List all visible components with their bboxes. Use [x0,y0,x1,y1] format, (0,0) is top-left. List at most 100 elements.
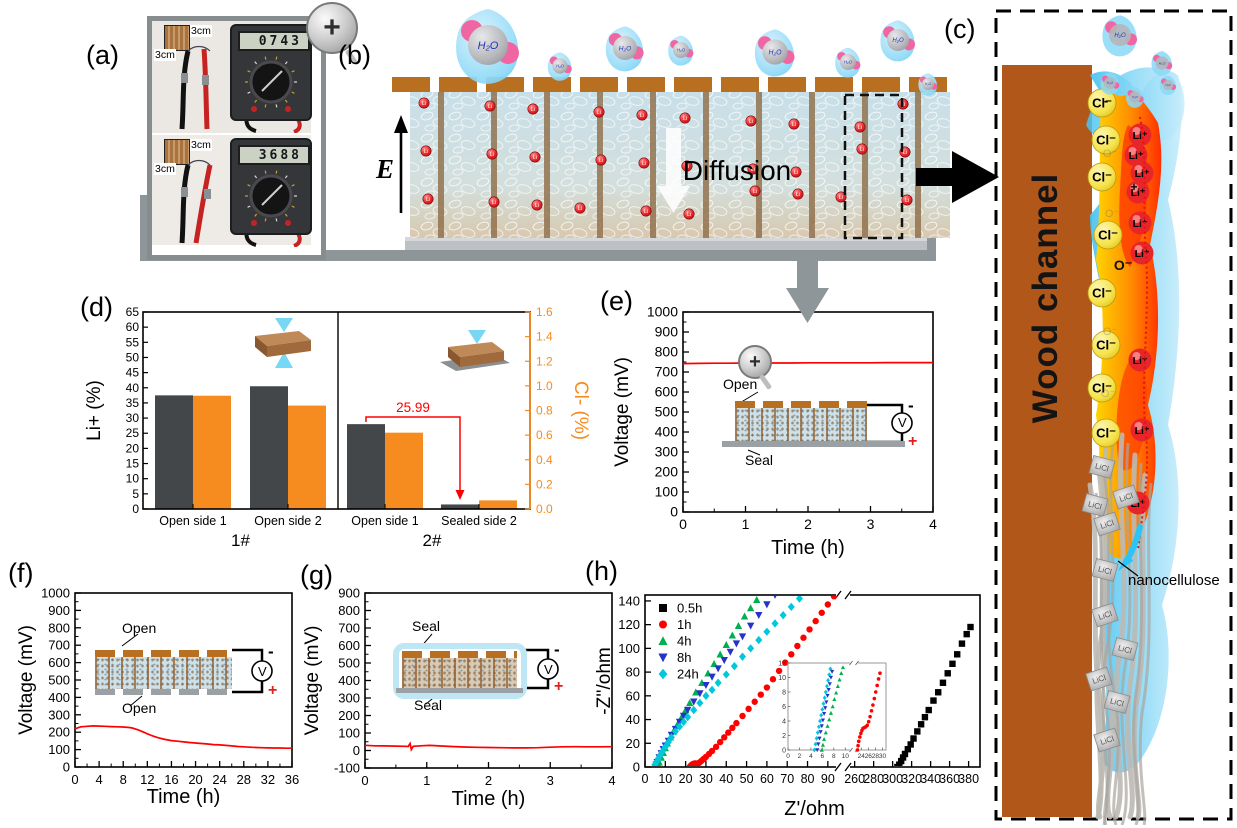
svg-text:Cl⁻: Cl⁻ [1096,426,1116,441]
photo-sealed-sample: 3cm 3cm 3688 [152,135,312,247]
svg-text:340: 340 [920,772,941,786]
open-top-caps [95,650,232,657]
plus-terminal: + [908,433,918,450]
svg-text:40: 40 [719,772,733,786]
svg-text:4: 4 [95,772,102,787]
photo-open-sample: 3cm 3cm 0743 [152,21,312,133]
svg-text:H₂O: H₂O [925,82,932,86]
water-molecule: H₂O [835,47,861,78]
svg-text:900: 900 [48,603,70,618]
svg-text:0: 0 [353,743,360,758]
svg-text:1.2: 1.2 [536,354,553,368]
wood-cell [402,658,517,688]
svg-text:0: 0 [786,753,790,760]
water-molecule: H₂O [1100,72,1120,95]
svg-text:40: 40 [126,381,140,395]
svg-text:0: 0 [63,760,70,775]
svg-text:60: 60 [626,688,640,703]
svg-text:Open side 2: Open side 2 [254,514,321,528]
water-molecule: H₂O [668,35,694,66]
svg-text:50: 50 [126,350,140,364]
svg-text:200: 200 [338,708,360,723]
wood-cap [533,77,571,92]
plus-glyph: + [323,11,341,44]
bar-li [155,395,193,509]
svg-text:1.0: 1.0 [536,379,553,393]
svg-text:Voltage (mV): Voltage (mV) [16,625,37,735]
wood-cell [735,408,867,441]
svg-text:0: 0 [782,747,786,754]
svg-text:900: 900 [338,586,360,601]
svg-text:-Z''/ohm: -Z''/ohm [594,647,615,714]
wood-cap [439,77,477,92]
svg-text:10: 10 [658,772,672,786]
svg-text:60: 60 [760,772,774,786]
svg-text:Open side 1: Open side 1 [159,514,226,528]
svg-text:Li⁺: Li⁺ [1129,150,1144,162]
svg-text:28: 28 [872,753,880,760]
svg-text:24h: 24h [677,667,699,682]
dim-label: 3cm [154,163,176,175]
svg-text:35: 35 [126,396,140,410]
svg-text:H₂O: H₂O [677,48,686,53]
svg-text:Li: Li [905,198,909,204]
multimeter: 0743 [230,24,312,121]
plus-glyph: + [749,350,761,373]
svg-text:55: 55 [126,335,140,349]
meter-symbol: V [544,662,553,677]
multimeter: 3688 [230,138,312,235]
svg-text:8: 8 [782,689,786,696]
seal-plate [396,688,523,693]
plus-terminal: + [268,682,278,699]
svg-text:6: 6 [782,704,786,711]
water-molecule: H₂O [918,73,938,96]
svg-text:0: 0 [71,772,78,787]
svg-text:500: 500 [655,404,679,420]
chloride-ion: Cl⁻ [1087,278,1117,308]
inset-e-wires [737,391,913,456]
licl-crystal: LiCl [1081,492,1109,518]
lithium-ion: Li⁺ [1130,161,1154,185]
svg-text:60: 60 [126,320,140,334]
series-line [74,725,292,750]
svg-text:LiCl: LiCl [1099,518,1115,531]
svg-text:Cl⁻: Cl⁻ [1092,96,1112,111]
svg-text:0: 0 [361,773,368,788]
svg-text:600: 600 [655,384,679,400]
svg-text:1.4: 1.4 [536,330,553,344]
svg-text:100: 100 [48,742,70,757]
lithium-ion: Li⁺ [1128,211,1152,235]
svg-text:4: 4 [809,753,813,760]
svg-text:800: 800 [655,344,679,360]
svg-text:Li: Li [488,104,492,110]
open-bottom-label: Open [122,700,157,716]
water-molecule: H₂O [754,29,795,77]
licl-crystal: LiCl [1103,689,1131,715]
svg-text:Li: Li [903,150,907,156]
bar-li [347,424,385,509]
svg-text:Cl⁻: Cl⁻ [1096,133,1116,148]
water-molecule: H₂O [547,52,572,81]
svg-text:+: + [1130,180,1137,194]
svg-text:O⁻: O⁻ [1103,148,1118,160]
svg-text:20: 20 [626,736,640,751]
chloride-ion: Cl⁻ [1087,162,1117,192]
water-molecule: H₂O [1126,86,1144,108]
plot: Open side 1 Open side 2 Open side 1 Sealed … [84,305,591,550]
svg-text:Li: Li [426,197,430,203]
svg-text:Li⁺: Li⁺ [1135,248,1150,260]
svg-text:20: 20 [188,772,202,787]
licl-crystal: LiCl [1085,666,1113,692]
svg-text:5: 5 [132,487,139,501]
wood-top-caps [402,651,517,658]
licl-crystal: LiCl [1112,484,1140,510]
svg-text:70: 70 [780,772,794,786]
svg-text:Time (h): Time (h) [452,788,526,810]
lithium-ion: Li⁺ [1128,348,1152,372]
minus-terminal: - [908,396,914,415]
svg-text:8: 8 [832,753,836,760]
